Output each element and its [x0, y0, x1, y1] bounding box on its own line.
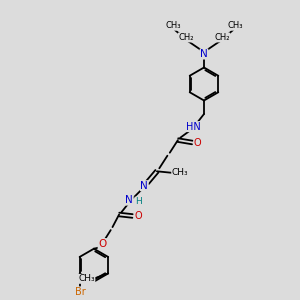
Text: CH₃: CH₃	[165, 21, 181, 30]
Text: CH₂: CH₂	[178, 33, 194, 42]
Text: Br: Br	[75, 287, 86, 297]
Text: CH₃: CH₃	[78, 274, 95, 283]
Text: H: H	[135, 197, 142, 206]
Text: CH₂: CH₂	[214, 33, 230, 42]
Text: O: O	[98, 238, 106, 249]
Text: HN: HN	[186, 122, 201, 132]
Text: CH₃: CH₃	[227, 21, 243, 30]
Text: O: O	[134, 211, 142, 221]
Text: N: N	[125, 195, 133, 205]
Text: N: N	[140, 181, 148, 191]
Text: CH₃: CH₃	[172, 168, 188, 177]
Text: N: N	[200, 49, 208, 59]
Text: O: O	[194, 137, 202, 148]
